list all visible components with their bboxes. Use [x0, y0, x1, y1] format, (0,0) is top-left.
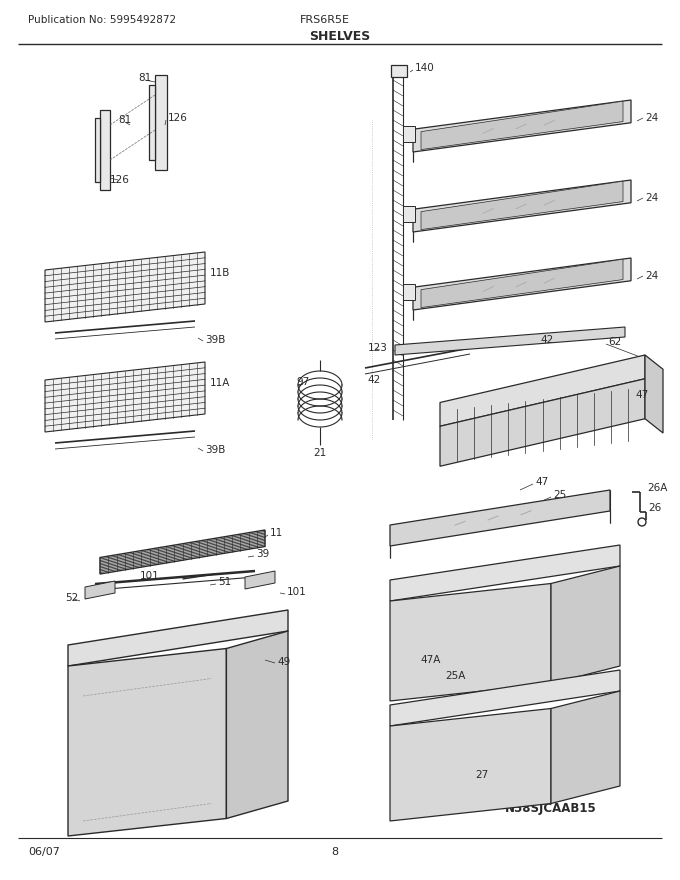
Text: 39B: 39B [205, 335, 225, 345]
Polygon shape [413, 100, 631, 152]
Text: 47: 47 [635, 390, 648, 400]
Polygon shape [226, 631, 288, 818]
Polygon shape [245, 571, 275, 589]
Text: 101: 101 [140, 571, 160, 581]
Text: 123: 123 [368, 343, 388, 353]
Text: 39B: 39B [205, 445, 225, 455]
Text: 25A: 25A [445, 671, 465, 681]
Text: 140: 140 [415, 63, 435, 73]
Polygon shape [390, 583, 551, 701]
Text: N58SJCAAB15: N58SJCAAB15 [505, 802, 597, 815]
Polygon shape [645, 355, 663, 433]
Polygon shape [395, 327, 625, 355]
Polygon shape [149, 85, 155, 160]
Polygon shape [551, 691, 620, 803]
Polygon shape [100, 530, 265, 574]
Text: 126: 126 [168, 113, 188, 123]
Polygon shape [421, 260, 623, 308]
Polygon shape [390, 545, 620, 601]
Polygon shape [421, 101, 623, 150]
Polygon shape [68, 649, 226, 836]
Polygon shape [403, 284, 415, 300]
Text: 52: 52 [65, 593, 78, 603]
Text: 11A: 11A [210, 378, 231, 388]
Polygon shape [391, 65, 407, 77]
Text: 26: 26 [648, 503, 661, 513]
Text: 06/07: 06/07 [28, 847, 60, 857]
Text: 47A: 47A [420, 655, 441, 665]
Polygon shape [390, 490, 610, 546]
Text: 11B: 11B [210, 268, 231, 278]
Polygon shape [421, 181, 623, 230]
Polygon shape [551, 566, 620, 684]
Polygon shape [390, 708, 551, 821]
Text: 24: 24 [645, 193, 658, 203]
Text: 62: 62 [608, 337, 622, 347]
Polygon shape [68, 610, 288, 666]
Polygon shape [85, 581, 115, 599]
Text: 101: 101 [287, 587, 307, 597]
Text: 81: 81 [118, 115, 131, 125]
Text: Publication No: 5995492872: Publication No: 5995492872 [28, 15, 176, 25]
Text: 126: 126 [110, 175, 130, 185]
Text: 81: 81 [138, 73, 151, 83]
Polygon shape [403, 126, 415, 143]
Text: 25: 25 [553, 490, 566, 500]
Polygon shape [45, 362, 205, 432]
Polygon shape [440, 355, 645, 426]
Text: 47: 47 [535, 477, 548, 487]
Text: 24: 24 [645, 271, 658, 281]
Text: 49: 49 [277, 657, 290, 667]
Text: 26A: 26A [647, 483, 667, 493]
Polygon shape [390, 670, 620, 726]
Text: FRS6R5E: FRS6R5E [300, 15, 350, 25]
Polygon shape [100, 110, 110, 190]
Text: 21: 21 [313, 448, 326, 458]
Text: 97: 97 [296, 377, 309, 387]
Polygon shape [413, 258, 631, 310]
Text: 27: 27 [475, 770, 488, 780]
Text: SHELVES: SHELVES [309, 30, 371, 42]
Polygon shape [95, 118, 100, 182]
Text: 39: 39 [256, 549, 269, 559]
Polygon shape [440, 378, 645, 466]
Polygon shape [403, 206, 415, 223]
Text: 42: 42 [540, 335, 554, 345]
Text: 24: 24 [645, 113, 658, 123]
Polygon shape [413, 180, 631, 232]
Polygon shape [155, 75, 167, 170]
Text: 11: 11 [270, 528, 284, 538]
Text: 42: 42 [367, 375, 380, 385]
Text: 8: 8 [331, 847, 339, 857]
Polygon shape [45, 252, 205, 322]
Text: 51: 51 [218, 577, 231, 587]
